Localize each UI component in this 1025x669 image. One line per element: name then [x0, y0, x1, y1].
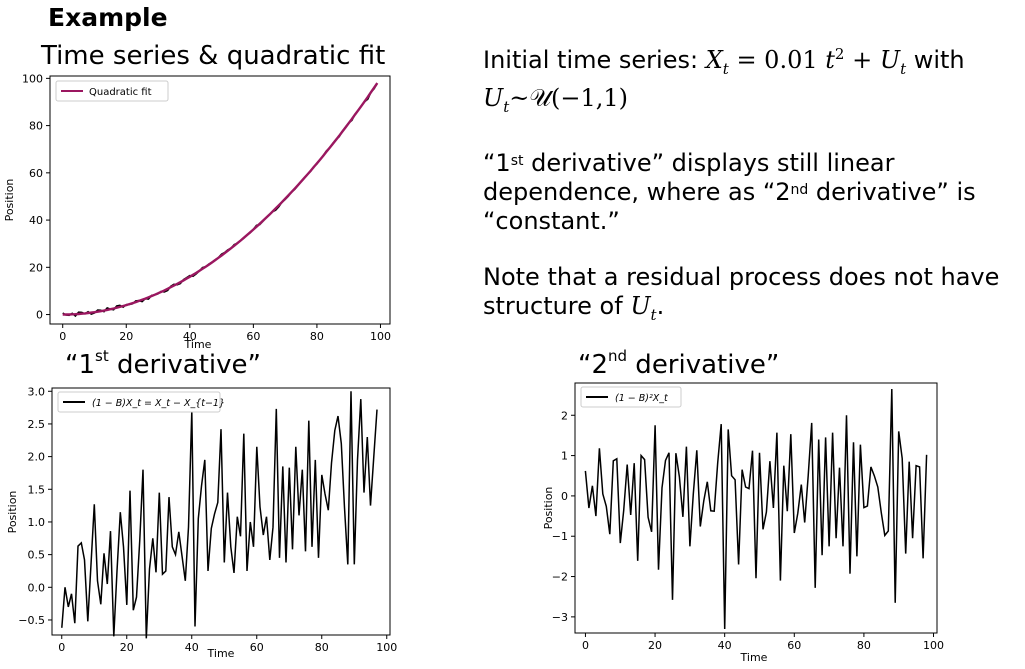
derivative1-chart-title: “1st derivative” — [65, 347, 261, 380]
y-axis-label: Position — [6, 491, 19, 534]
y-tick-label: 40 — [29, 214, 43, 227]
x-tick-label: 100 — [376, 641, 397, 654]
y-tick-label: 0.0 — [28, 581, 46, 594]
y-tick-label: 0 — [36, 309, 43, 322]
plot-area: 0 20 40 60 80 100 −0.5 0.0 0.5 1.0 1.5 2.0 2.5 3.0 — [18, 385, 397, 654]
x-tick-label: 40 — [183, 330, 197, 343]
x-tick-label: 60 — [246, 330, 260, 343]
y-tick-label: 3.0 — [28, 385, 46, 398]
x-tick-label: 0 — [582, 639, 589, 652]
first-derivative-chart: 0 20 40 60 80 100 −0.5 0.0 0.5 1.0 1.5 2.0 2.5 3.0 (1… — [6, 385, 397, 660]
y-tick-label: −3 — [552, 611, 568, 624]
x-tick-label: 80 — [315, 641, 329, 654]
y-tick-label: 100 — [22, 72, 43, 85]
plot-frame — [49, 75, 391, 325]
data-line — [62, 82, 378, 318]
y-axis-label: Position — [3, 179, 16, 222]
data-line — [61, 391, 378, 639]
legend-label: (1 − B)X_t = X_t − X_{t−1} — [92, 398, 225, 409]
legend-label: (1 − B)²X_t — [615, 393, 669, 404]
y-tick-label: 0.5 — [28, 549, 46, 562]
x-tick-label: 0 — [58, 641, 65, 654]
second-derivative-chart: 0 20 40 60 80 100 −3 −2 −1 0 1 2 (1 − B)²X_t Time P… — [542, 382, 944, 664]
x-tick-label: 40 — [718, 639, 732, 652]
chart-legend: (1 − B)X_t = X_t − X_{t−1} — [57, 391, 225, 413]
chart-legend: (1 − B)²X_t — [580, 386, 682, 408]
y-tick-label: 1.0 — [28, 516, 46, 529]
y-tick-label: −2 — [552, 571, 568, 584]
x-tick-label: 60 — [787, 639, 801, 652]
x-tick-label: 100 — [923, 639, 944, 652]
formula-ut: Ut~𝒰(−1,1) — [483, 83, 628, 116]
derivative-paragraph: “1st derivative” displays still linear d… — [483, 148, 976, 235]
x-tick-label: 60 — [250, 641, 264, 654]
x-axis-label: Time — [207, 647, 235, 660]
x-tick-label: 20 — [119, 330, 133, 343]
x-tick-label: 0 — [59, 330, 66, 343]
quadratic-fit-chart: 0 20 40 60 80 100 0 20 40 60 80 100 Quadratic fit T… — [3, 72, 391, 351]
plot-area: 0 20 40 60 80 100 −3 −2 −1 0 1 2 — [552, 388, 944, 652]
legend-label: Quadratic fit — [89, 87, 152, 98]
plot-frame — [51, 387, 391, 636]
x-axis-label: Time — [740, 651, 768, 664]
y-tick-label: 0 — [561, 490, 568, 503]
fit-line — [62, 82, 379, 316]
x-tick-label: 40 — [185, 641, 199, 654]
x-tick-label: 100 — [370, 330, 391, 343]
y-tick-label: 20 — [29, 261, 43, 274]
y-tick-label: −0.5 — [18, 614, 45, 627]
y-tick-label: 2.5 — [28, 418, 46, 431]
derivative2-chart-title: “2nd derivative” — [578, 347, 780, 380]
x-tick-label: 80 — [310, 330, 324, 343]
y-tick-label: 80 — [29, 120, 43, 133]
data-line — [584, 388, 928, 630]
y-tick-label: 1.5 — [28, 483, 46, 496]
y-tick-label: −1 — [552, 530, 568, 543]
y-tick-label: 1 — [561, 450, 568, 463]
formula-xt: Xt = 0.01 t2 + Ut — [705, 45, 907, 78]
description-text: Initial time series: Xt = 0.01 t2 + Ut w… — [483, 40, 1013, 356]
y-axis-label: Position — [542, 487, 555, 530]
chart-legend: Quadratic fit — [55, 80, 169, 102]
intro-paragraph: Initial time series: Xt = 0.01 t2 + Ut w… — [483, 45, 965, 116]
plot-area: 0 20 40 60 80 100 0 20 40 60 80 100 — [22, 72, 391, 343]
x-tick-label: 20 — [648, 639, 662, 652]
y-tick-label: 2.0 — [28, 451, 46, 464]
top-chart-title: Time series & quadratic fit — [41, 41, 386, 71]
note-paragraph: Note that a residual process does not ha… — [483, 262, 1000, 324]
x-tick-label: 20 — [120, 641, 134, 654]
x-tick-label: 80 — [857, 639, 871, 652]
y-tick-label: 2 — [561, 409, 568, 422]
y-tick-label: 60 — [29, 167, 43, 180]
x-axis-label: Time — [184, 338, 212, 351]
slide-title: Example — [48, 3, 168, 32]
plot-frame — [574, 382, 938, 634]
